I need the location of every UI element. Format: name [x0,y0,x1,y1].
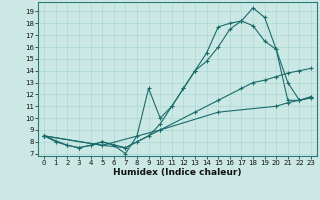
X-axis label: Humidex (Indice chaleur): Humidex (Indice chaleur) [113,168,242,177]
